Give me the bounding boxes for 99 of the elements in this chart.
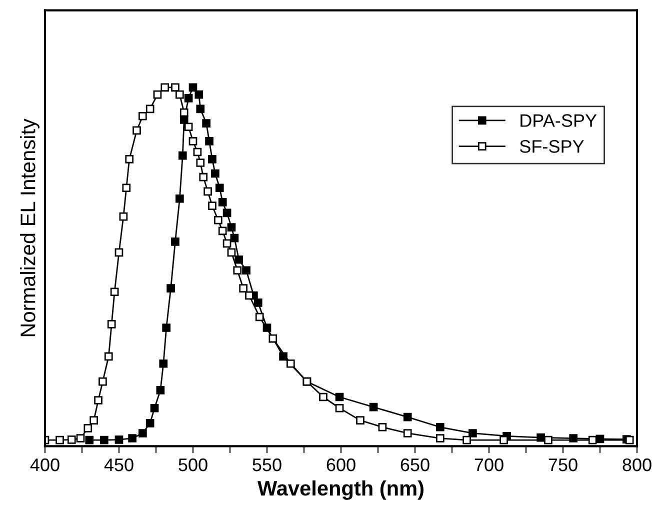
x-tick-label: 700 — [474, 458, 504, 472]
point — [403, 412, 412, 422]
point — [128, 434, 136, 442]
point — [166, 284, 175, 292]
point — [184, 122, 193, 132]
point — [178, 151, 187, 160]
y-axis-title: Normalized EL Intensity — [20, 118, 40, 336]
point — [132, 126, 141, 135]
point — [369, 402, 378, 412]
point — [268, 334, 278, 343]
point — [56, 436, 64, 444]
point — [114, 436, 124, 444]
point — [214, 216, 222, 224]
point — [544, 436, 552, 444]
point — [122, 184, 131, 192]
point — [245, 291, 254, 300]
point — [378, 422, 387, 432]
point — [160, 83, 170, 92]
point — [239, 284, 248, 292]
point — [222, 239, 232, 248]
x-tick-label: 800 — [622, 458, 652, 472]
x-tick-label: 500 — [178, 458, 208, 472]
point — [403, 429, 412, 438]
point — [188, 137, 198, 146]
point — [180, 108, 188, 117]
point — [76, 434, 85, 442]
x-tick-label: 550 — [252, 458, 282, 472]
point — [255, 312, 264, 322]
point — [202, 119, 210, 128]
point — [193, 148, 202, 156]
point — [98, 377, 107, 386]
point — [335, 392, 344, 402]
point — [222, 208, 232, 218]
point — [208, 154, 216, 164]
point — [146, 104, 154, 114]
point — [104, 352, 113, 361]
point — [176, 90, 184, 99]
point — [176, 194, 184, 203]
x-tick-label: 650 — [400, 458, 430, 472]
point — [107, 320, 116, 328]
point — [215, 184, 224, 192]
point — [462, 436, 471, 444]
point — [335, 404, 344, 412]
point — [625, 436, 634, 444]
point — [468, 429, 477, 438]
point — [436, 422, 444, 432]
point — [242, 266, 250, 275]
point — [196, 104, 205, 114]
point — [162, 324, 171, 332]
point — [500, 436, 508, 444]
point — [125, 154, 134, 164]
point — [319, 392, 328, 402]
legend-label: SF-SPY — [520, 140, 584, 153]
point — [356, 416, 364, 424]
point — [100, 436, 108, 444]
legend-label: DPA-SPY — [520, 114, 597, 127]
point — [146, 419, 154, 428]
point — [171, 238, 180, 246]
point — [230, 234, 239, 242]
point — [205, 137, 214, 146]
point — [90, 416, 98, 424]
point — [196, 158, 205, 167]
point — [138, 429, 147, 438]
point — [436, 434, 444, 442]
point — [227, 223, 236, 232]
x-tick-label: 750 — [548, 458, 578, 472]
x-axis-title: Wavelength (nm) — [258, 480, 424, 500]
x-tick-label: 450 — [104, 458, 134, 472]
point — [114, 248, 124, 257]
x-tick-label: 600 — [326, 458, 356, 472]
point — [569, 434, 578, 442]
point — [119, 212, 128, 221]
point — [234, 255, 244, 264]
point — [110, 288, 119, 296]
point — [588, 436, 597, 444]
point — [85, 436, 94, 444]
point — [67, 436, 76, 444]
x-tick-label: 400 — [30, 458, 60, 472]
point — [138, 112, 147, 120]
point — [204, 187, 212, 196]
point — [218, 226, 227, 236]
point — [184, 94, 193, 102]
point — [286, 359, 295, 368]
point — [153, 90, 162, 99]
point — [150, 404, 159, 412]
point — [171, 83, 180, 92]
point — [156, 386, 165, 394]
point — [159, 359, 168, 368]
point — [188, 83, 198, 92]
point — [194, 90, 204, 99]
point — [254, 298, 262, 307]
point — [208, 202, 216, 210]
point — [211, 169, 220, 178]
point — [94, 396, 102, 404]
point — [233, 266, 242, 275]
point — [227, 248, 236, 257]
point — [84, 424, 92, 432]
point — [218, 198, 227, 206]
point — [199, 172, 208, 182]
